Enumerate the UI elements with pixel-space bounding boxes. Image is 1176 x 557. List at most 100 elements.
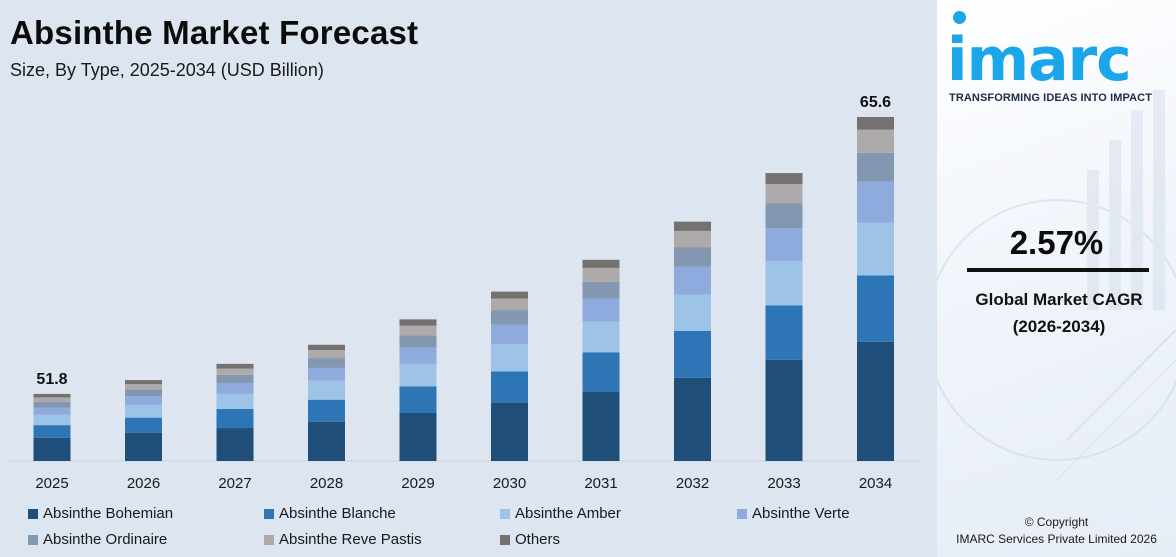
bar-segment-2028-absinthe-ordinaire [308, 358, 345, 368]
bar-segment-2027-absinthe-ordinaire [216, 374, 254, 383]
decorative-background-icon [937, 90, 1176, 481]
bar-segment-2033-absinthe-verte [765, 228, 803, 261]
x-tick-label: 2031 [584, 475, 617, 492]
bar-segment-2025-absinthe-amber [33, 414, 71, 426]
bar-segment-2033-others [765, 173, 803, 185]
legend-swatch [28, 534, 38, 545]
bar-segment-2033-absinthe-bohemian [765, 359, 803, 461]
legend-label: Absinthe Verte [752, 505, 850, 522]
bar-segment-2033-absinthe-ordinaire [765, 203, 803, 229]
x-tick-label: 2032 [676, 475, 709, 492]
bar-segment-2034-absinthe-amber [857, 222, 894, 276]
legend-label: Absinthe Ordinaire [43, 531, 168, 548]
tagline: TRANSFORMING IDEAS INTO IMPACT [949, 92, 1153, 104]
chart-title: Absinthe Market Forecast [10, 14, 419, 51]
bar-segment-2026-absinthe-amber [125, 404, 162, 418]
bar-segment-2026-absinthe-blanche [125, 417, 162, 433]
bar-segment-2026-absinthe-reve-pastis [125, 384, 162, 390]
bar-segment-2025-others [33, 393, 71, 398]
legend-label: Others [515, 531, 561, 548]
bar-segment-2033-absinthe-blanche [765, 305, 803, 360]
bar-segment-2034-absinthe-reve-pastis [857, 129, 894, 153]
bar-segment-2026-absinthe-verte [125, 396, 162, 405]
bar-segment-2034-others [857, 117, 894, 130]
legend-swatch [500, 534, 510, 545]
copyright-line-1: © Copyright [1024, 515, 1089, 529]
bar-segment-2025-absinthe-blanche [33, 425, 71, 438]
bar-segment-2029-absinthe-verte [399, 347, 437, 364]
bar-segment-2034-absinthe-blanche [857, 275, 894, 342]
chart-area: Absinthe Market Forecast Size, By Type, … [8, 14, 928, 555]
legend-item-absinthe-reve-pastis: Absinthe Reve Pastis [264, 531, 422, 548]
copyright-line-2: IMARC Services Private Limited 2026 [956, 532, 1157, 546]
bar-segment-2029-absinthe-amber [399, 363, 437, 387]
bar-segment-2034-absinthe-bohemian [857, 341, 894, 461]
bar-segment-2028-absinthe-verte [308, 367, 345, 381]
legend-swatch [264, 508, 274, 519]
legend: Absinthe Bohemian Absinthe Blanche Absinth… [28, 505, 928, 555]
cagr-divider [967, 268, 1149, 272]
bar-segment-2032-others [674, 221, 711, 231]
bar-segment-2027-others [216, 363, 254, 369]
bar-segment-2031-absinthe-ordinaire [582, 281, 620, 299]
bar-segment-2026-absinthe-bohemian [125, 432, 162, 461]
bar-segment-2033-absinthe-amber [765, 260, 803, 306]
bar-segment-2030-absinthe-reve-pastis [491, 298, 528, 311]
bar-segment-2027-absinthe-reve-pastis [216, 368, 254, 375]
imarc-logo: imarc [947, 11, 1172, 95]
legend-label: Absinthe Bohemian [43, 505, 174, 522]
legend-label: Absinthe Amber [515, 505, 621, 522]
bar-segment-2028-absinthe-bohemian [308, 421, 345, 461]
bar-segment-2032-absinthe-bohemian [674, 377, 711, 461]
legend-item-absinthe-ordinaire: Absinthe Ordinaire [28, 531, 167, 548]
bar-segment-2030-absinthe-amber [491, 344, 528, 372]
legend-item-absinthe-blanche: Absinthe Blanche [264, 505, 396, 522]
bar-segment-2025-absinthe-bohemian [33, 437, 71, 461]
bar-segment-2034-absinthe-verte [857, 181, 894, 223]
legend-swatch [500, 508, 510, 519]
x-tick-label: 2029 [401, 475, 434, 492]
x-tick-label: 2030 [493, 475, 526, 492]
data-label-2034: 65.6 [860, 94, 891, 111]
bar-segment-2028-absinthe-amber [308, 380, 345, 400]
bar-segment-2029-absinthe-ordinaire [399, 335, 437, 348]
bar-segment-2031-others [582, 259, 620, 268]
bar-segment-2030-others [491, 291, 528, 299]
x-tick-label: 2033 [767, 475, 800, 492]
chart-subtitle: Size, By Type, 2025-2034 (USD Billion) [10, 60, 324, 80]
bar-segment-2032-absinthe-blanche [674, 330, 711, 378]
bar-segment-2030-absinthe-ordinaire [491, 310, 528, 325]
data-labels: 51.8 65.6 [36, 94, 891, 388]
legend-label: Absinthe Blanche [279, 505, 396, 522]
x-tick-label: 2027 [218, 475, 251, 492]
bar-segment-2032-absinthe-verte [674, 266, 711, 295]
legend-swatch [264, 534, 274, 545]
bar-segment-2026-absinthe-ordinaire [125, 389, 162, 397]
x-tick-label: 2034 [859, 475, 892, 492]
bar-segment-2028-others [308, 344, 345, 350]
x-tick-labels: 2025 2026 2027 2028 2029 2030 2031 2032 2033 2034 [35, 475, 892, 492]
bar-segment-2027-absinthe-amber [216, 393, 254, 409]
bar-segment-2031-absinthe-reve-pastis [582, 267, 620, 282]
legend-item-absinthe-verte: Absinthe Verte [737, 505, 850, 522]
bar-segment-2031-absinthe-amber [582, 321, 620, 353]
cagr-label-line-1: Global Market CAGR [975, 290, 1143, 309]
bar-segment-2029-others [399, 319, 437, 326]
legend-swatch [28, 508, 38, 519]
x-tick-label: 2025 [35, 475, 68, 492]
cagr-value: 2.57% [1009, 224, 1104, 261]
logo-dot-icon [953, 11, 966, 24]
bar-segment-2025-absinthe-reve-pastis [33, 397, 71, 403]
logo-text: imarc [947, 25, 1132, 95]
bar-segment-2030-absinthe-blanche [491, 371, 528, 403]
bar-segment-2029-absinthe-bohemian [399, 413, 437, 461]
bar-segment-2030-absinthe-bohemian [491, 402, 528, 461]
bar-segment-2031-absinthe-bohemian [582, 391, 620, 461]
legend-swatch [737, 508, 747, 519]
cagr-label-line-2: (2026-2034) [1012, 317, 1106, 336]
bar-segment-2029-absinthe-reve-pastis [399, 325, 437, 336]
bar-segment-2028-absinthe-reve-pastis [308, 349, 345, 359]
copyright: © Copyright IMARC Services Private Limit… [937, 514, 1176, 548]
bar-segment-2025-absinthe-ordinaire [33, 402, 71, 408]
bar-segment-2032-absinthe-ordinaire [674, 247, 711, 267]
